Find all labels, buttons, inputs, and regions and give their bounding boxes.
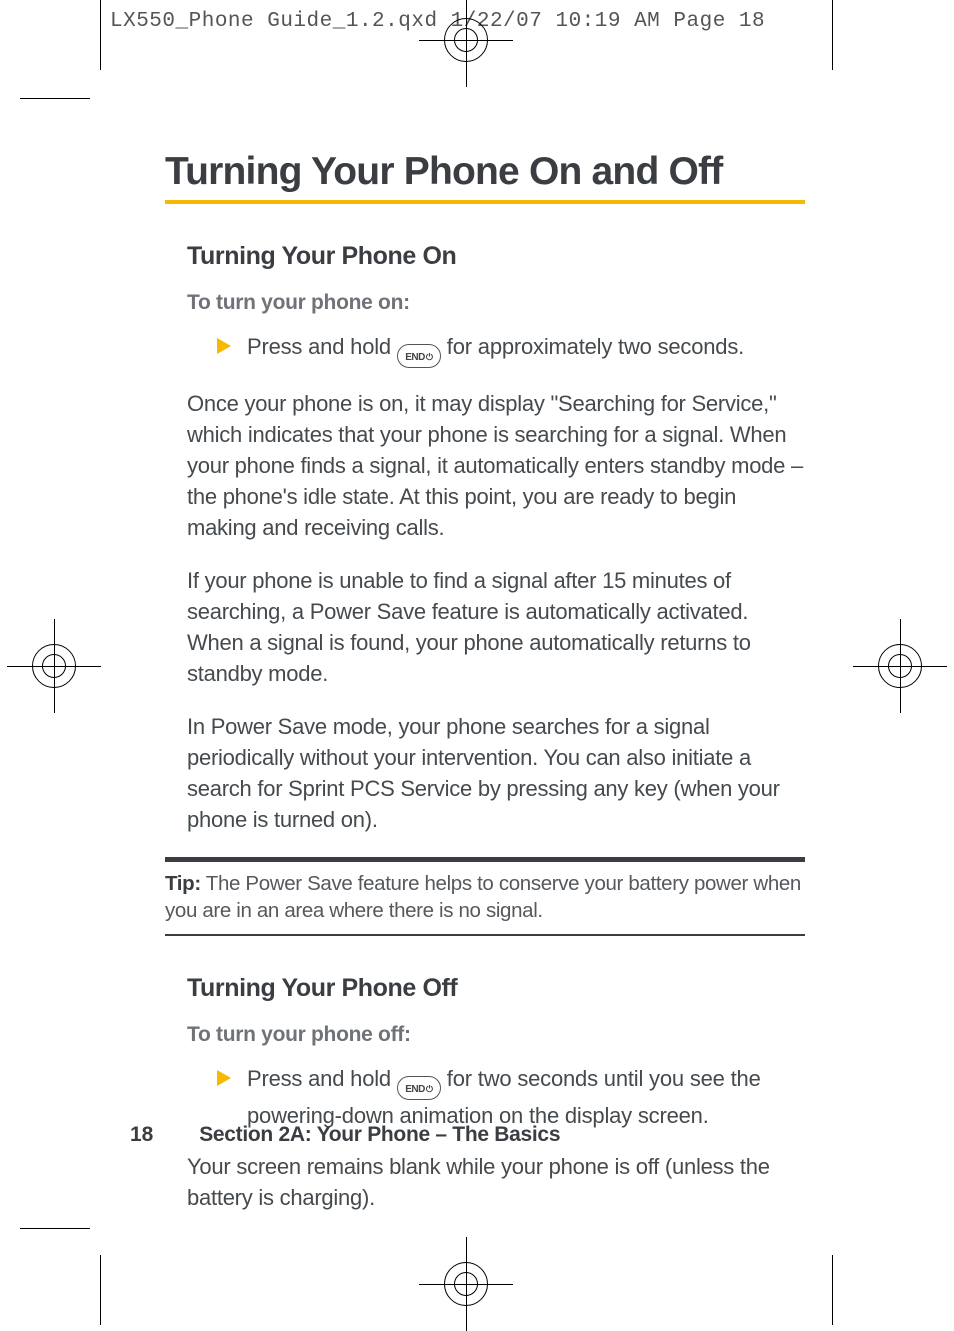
registration-mark-top	[444, 18, 488, 62]
page-content: Turning Your Phone On and Off Turning Yo…	[165, 150, 805, 1235]
tip-box: Tip: The Power Save feature helps to con…	[165, 857, 805, 936]
registration-mark-bottom	[444, 1262, 488, 1306]
section-heading-on: Turning Your Phone On	[187, 242, 805, 271]
crop-mark	[832, 0, 833, 70]
end-key-icon: END	[397, 1076, 441, 1100]
end-key-icon: END	[397, 344, 441, 368]
crop-mark	[100, 0, 101, 70]
step-turn-off: Press and hold END for two seconds until…	[217, 1063, 805, 1131]
section-label: Section 2A: Your Phone – The Basics	[199, 1123, 560, 1146]
page-number: 18	[130, 1123, 153, 1146]
crop-mark	[100, 1255, 101, 1325]
step-text-pre: Press and hold	[247, 1066, 397, 1091]
paragraph: Your screen remains blank while your pho…	[187, 1151, 805, 1213]
crop-mark	[20, 1228, 90, 1229]
paragraph: In Power Save mode, your phone searches …	[187, 711, 805, 835]
step-turn-on: Press and hold END for approximately two…	[217, 331, 805, 368]
page-footer: 18 Section 2A: Your Phone – The Basics	[130, 1123, 560, 1147]
step-text-post: for approximately two seconds.	[447, 334, 744, 359]
section-heading-off: Turning Your Phone Off	[187, 974, 805, 1003]
bullet-icon	[217, 1070, 231, 1086]
crop-mark	[20, 98, 90, 99]
registration-mark-left	[32, 644, 76, 688]
paragraph: Once your phone is on, it may display "S…	[187, 388, 805, 543]
instruction-off: To turn your phone off:	[187, 1023, 805, 1047]
bullet-icon	[217, 338, 231, 354]
slug-line: LX550_Phone Guide_1.2.qxd 1/22/07 10:19 …	[110, 10, 765, 33]
tip-text: The Power Save feature helps to conserve…	[165, 872, 801, 922]
paragraph: If your phone is unable to find a signal…	[187, 565, 805, 689]
instruction-on: To turn your phone on:	[187, 291, 805, 315]
crop-mark	[832, 1255, 833, 1325]
registration-mark-right	[878, 644, 922, 688]
page-title: Turning Your Phone On and Off	[165, 150, 805, 204]
tip-label: Tip:	[165, 872, 201, 895]
step-text-pre: Press and hold	[247, 334, 397, 359]
